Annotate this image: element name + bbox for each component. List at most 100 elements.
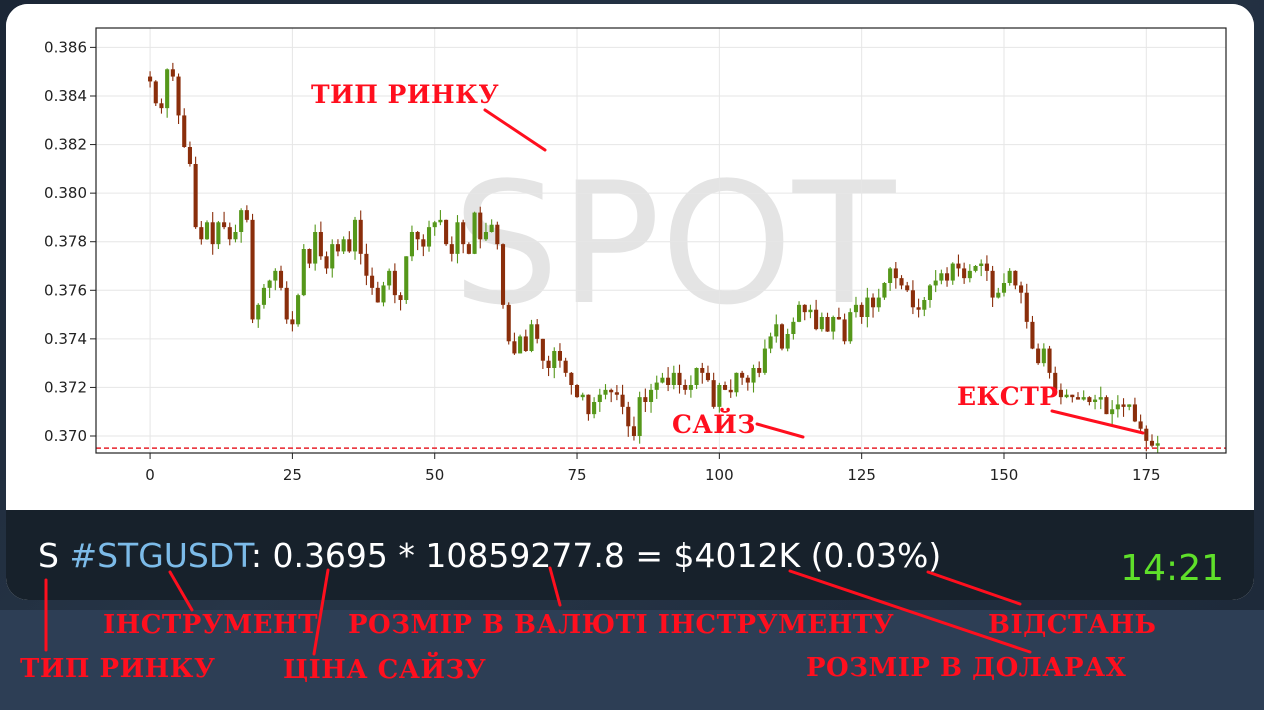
candle-body	[637, 397, 642, 436]
candle-body	[569, 372, 574, 385]
candle-body	[557, 351, 563, 361]
candle-body	[814, 309, 819, 330]
candle-body	[1087, 397, 1092, 402]
candle-body	[791, 321, 796, 334]
candle-body	[204, 222, 210, 240]
candle-body	[347, 239, 352, 252]
candle-body	[432, 222, 437, 228]
instrument-hashtag[interactable]: #STGUSDT	[69, 536, 251, 575]
candle-body	[244, 210, 249, 220]
candle-body	[1075, 397, 1081, 400]
market-type-letter: S	[38, 536, 59, 575]
chart-grid	[96, 28, 1226, 453]
candle-body	[882, 283, 887, 298]
candle-body	[1104, 397, 1109, 415]
x-tick-label: 25	[283, 466, 302, 484]
candle-body	[426, 227, 432, 247]
label-market-type-chart: ТИП РИНКУ	[311, 80, 500, 109]
candle-body	[916, 307, 921, 310]
candle-body	[250, 219, 255, 320]
label-distance: ВІДСТАНЬ	[988, 610, 1157, 640]
candle-body	[962, 268, 967, 279]
candle-body	[643, 397, 648, 402]
candle-body	[461, 222, 466, 245]
plot-frame	[95, 27, 1227, 454]
x-tick-label: 150	[990, 466, 1019, 484]
candle-body	[671, 372, 676, 385]
candle-body	[1081, 397, 1086, 400]
candle-body	[631, 426, 637, 436]
candle-body	[757, 368, 762, 373]
message-card: SPOT 0 25 50 75 100 125 150 175 0.370 0.372 0.374…	[6, 4, 1254, 600]
candle-body	[950, 263, 955, 281]
label-size-in-coin: РОЗМІР В ВАЛЮТІ ІНСТРУМЕНТУ	[348, 610, 895, 640]
candle-body	[876, 297, 881, 308]
candle-body	[1070, 394, 1075, 398]
candle-body	[563, 360, 568, 373]
candle-body	[170, 69, 175, 77]
y-tick-label: 0.372	[44, 378, 87, 396]
candle-body	[421, 239, 426, 247]
candle-body	[318, 232, 323, 257]
candle-body	[404, 256, 409, 300]
candle-body	[301, 249, 306, 296]
x-axis: 0 25 50 75 100 125 150 175	[145, 453, 1161, 484]
candle-body	[592, 402, 597, 415]
candle-body	[307, 249, 312, 264]
x-tick-label: 125	[847, 466, 876, 484]
candle-body	[609, 389, 614, 393]
candle-body	[199, 227, 204, 240]
candle-body	[489, 224, 494, 232]
candle-body	[1030, 321, 1035, 349]
candlestick-chart: SPOT 0 25 50 75 100 125 150 175 0.370 0.372 0.374…	[44, 27, 1227, 484]
candle-body	[148, 76, 153, 82]
candle-body	[597, 394, 602, 402]
candle-body	[398, 295, 403, 300]
candle-body	[409, 232, 414, 257]
candle-body	[762, 348, 767, 373]
candle-body	[535, 324, 540, 339]
candle-body	[745, 377, 750, 383]
candle-body	[979, 263, 984, 266]
candle-body	[1093, 399, 1098, 402]
candle-body	[330, 244, 335, 269]
candle-body	[973, 266, 978, 271]
x-tick-label: 50	[425, 466, 444, 484]
candle-body	[802, 304, 807, 313]
candle-body	[694, 368, 699, 385]
caption-bar: S #STGUSDT: 0.3695 * 10859277.8 = $4012K…	[6, 510, 1254, 600]
candle-body	[956, 263, 961, 269]
candle-body	[700, 368, 705, 373]
candle-body	[227, 227, 232, 240]
candle-body	[176, 76, 181, 116]
candle-body	[512, 341, 517, 354]
candle-body	[910, 290, 915, 308]
candle-body	[853, 304, 859, 313]
candle-body	[688, 385, 693, 390]
candle-body	[210, 222, 215, 245]
candle-body	[945, 273, 950, 281]
size-usd: $4012K	[673, 536, 801, 575]
candle-body	[831, 317, 836, 332]
candle-body	[1149, 440, 1155, 446]
candle-body	[734, 372, 739, 393]
distance-percent: (0.03%)	[810, 536, 942, 575]
candle-body	[1041, 348, 1046, 364]
candle-body	[415, 232, 420, 240]
candle-body	[273, 270, 278, 281]
candle-body	[842, 319, 847, 342]
y-tick-label: 0.376	[44, 281, 87, 299]
candle-body	[296, 295, 301, 325]
equals-sign: =	[635, 536, 664, 575]
candle-body	[364, 253, 369, 276]
candle-body	[233, 232, 238, 240]
candle-body	[808, 309, 813, 313]
candle-body	[182, 115, 187, 147]
x-tick-label: 100	[705, 466, 734, 484]
candle-body	[666, 377, 671, 385]
candle-body	[836, 317, 841, 320]
candle-body	[779, 324, 785, 349]
candle-body	[1138, 421, 1143, 429]
candle-body	[193, 164, 198, 228]
candle-body	[580, 394, 585, 398]
